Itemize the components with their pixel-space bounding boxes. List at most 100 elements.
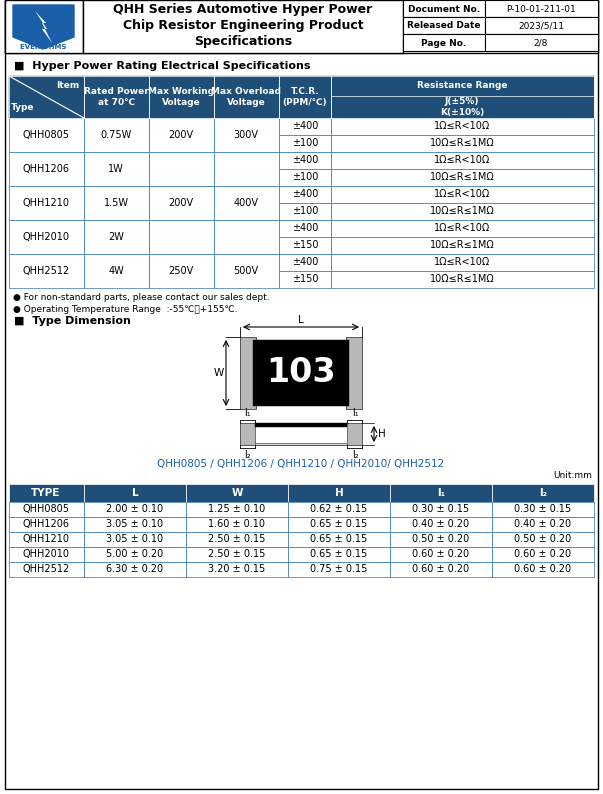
Text: ±100: ±100: [292, 138, 318, 148]
Text: QHH0805 / QHH1206 / QHH1210 / QHH2010/ QHH2512: QHH0805 / QHH1206 / QHH1210 / QHH2010/ Q…: [157, 459, 444, 469]
Bar: [149, 186, 214, 220]
Bar: [331, 254, 594, 271]
Bar: [331, 271, 594, 288]
Bar: [390, 502, 492, 517]
Text: 0.60 ± 0.20: 0.60 ± 0.20: [412, 549, 470, 559]
Bar: [331, 169, 594, 186]
Bar: [253, 340, 349, 406]
Bar: [279, 220, 331, 237]
Bar: [214, 118, 279, 152]
Bar: [9, 502, 84, 517]
Bar: [331, 220, 594, 237]
Bar: [84, 532, 186, 547]
Polygon shape: [35, 11, 52, 43]
Bar: [9, 562, 84, 577]
Text: 0.65 ± 0.15: 0.65 ± 0.15: [311, 519, 368, 529]
Text: W: W: [231, 488, 243, 498]
Bar: [279, 271, 331, 288]
Bar: [9, 76, 594, 118]
Text: ±100: ±100: [292, 206, 318, 216]
Bar: [347, 423, 362, 445]
Bar: [214, 152, 279, 186]
Text: 0.60 ± 0.20: 0.60 ± 0.20: [514, 564, 572, 574]
Text: 2023/5/11: 2023/5/11: [518, 21, 564, 30]
Bar: [9, 484, 84, 502]
Text: Max Working
Voltage: Max Working Voltage: [148, 87, 214, 107]
Text: 0.30 ± 0.15: 0.30 ± 0.15: [412, 504, 470, 514]
Bar: [288, 532, 390, 547]
Text: ±150: ±150: [292, 240, 318, 250]
Text: QHH0805: QHH0805: [22, 504, 69, 514]
Bar: [331, 203, 594, 220]
Text: Document No.: Document No.: [408, 5, 480, 13]
Bar: [214, 254, 279, 288]
Bar: [331, 118, 594, 135]
Text: EVER OHMS: EVER OHMS: [20, 44, 66, 50]
Text: 10Ω≤R≤1MΩ: 10Ω≤R≤1MΩ: [429, 240, 494, 250]
Bar: [390, 484, 492, 502]
Text: 1Ω≤R<10Ω: 1Ω≤R<10Ω: [434, 257, 490, 267]
Text: 200V: 200V: [168, 130, 194, 140]
Text: 1.5W: 1.5W: [104, 198, 128, 208]
Text: 2.50 ± 0.15: 2.50 ± 0.15: [208, 534, 266, 544]
Bar: [279, 118, 331, 135]
Bar: [9, 118, 84, 152]
Bar: [9, 254, 84, 288]
Text: ● Operating Temperature Range  :-55℃～+155℃.: ● Operating Temperature Range :-55℃～+155…: [13, 305, 238, 314]
Bar: [492, 532, 594, 547]
Text: Rated Power
at 70℃: Rated Power at 70℃: [84, 87, 148, 107]
Bar: [390, 547, 492, 562]
Bar: [149, 254, 214, 288]
Bar: [149, 76, 214, 118]
Bar: [485, 0, 598, 17]
Bar: [492, 502, 594, 517]
Bar: [9, 152, 84, 186]
Bar: [279, 237, 331, 254]
Bar: [255, 423, 347, 427]
Bar: [84, 517, 186, 532]
Bar: [331, 186, 594, 203]
Bar: [9, 532, 84, 547]
Text: Item: Item: [56, 82, 80, 91]
Bar: [9, 517, 84, 532]
Text: 0.60 ± 0.20: 0.60 ± 0.20: [412, 564, 470, 574]
Bar: [390, 517, 492, 532]
Text: ● For non-standard parts, please contact our sales dept.: ● For non-standard parts, please contact…: [13, 294, 270, 303]
Text: 0.40 ± 0.20: 0.40 ± 0.20: [412, 519, 470, 529]
Bar: [485, 34, 598, 51]
Polygon shape: [13, 5, 74, 49]
Bar: [279, 203, 331, 220]
Bar: [492, 562, 594, 577]
Bar: [288, 484, 390, 502]
Bar: [149, 118, 214, 152]
Bar: [186, 517, 288, 532]
Text: l₁: l₁: [437, 488, 445, 498]
Text: 0.60 ± 0.20: 0.60 ± 0.20: [514, 549, 572, 559]
Bar: [279, 135, 331, 152]
Bar: [331, 237, 594, 254]
Text: 10Ω≤R≤1MΩ: 10Ω≤R≤1MΩ: [429, 274, 494, 284]
Text: 2.50 ± 0.15: 2.50 ± 0.15: [208, 549, 266, 559]
Text: QHH1210: QHH1210: [22, 198, 69, 208]
Bar: [403, 17, 485, 34]
Bar: [186, 502, 288, 517]
Text: 400V: 400V: [233, 198, 259, 208]
Bar: [186, 484, 288, 502]
Text: TYPE: TYPE: [31, 488, 61, 498]
Text: 0.75 ± 0.15: 0.75 ± 0.15: [311, 564, 368, 574]
Bar: [149, 220, 214, 254]
Text: QHH2010: QHH2010: [22, 232, 69, 242]
Bar: [84, 484, 186, 502]
Bar: [186, 562, 288, 577]
Bar: [5, 0, 598, 53]
Text: 0.50 ± 0.20: 0.50 ± 0.20: [514, 534, 572, 544]
Bar: [83, 0, 403, 53]
Bar: [214, 76, 279, 118]
Bar: [240, 337, 256, 409]
Text: 1Ω≤R<10Ω: 1Ω≤R<10Ω: [434, 223, 490, 233]
Bar: [214, 220, 279, 254]
Text: J(±5%)
K(±10%): J(±5%) K(±10%): [440, 97, 484, 117]
Text: ±400: ±400: [292, 155, 318, 165]
Text: 500V: 500V: [233, 266, 259, 276]
Bar: [255, 425, 347, 443]
